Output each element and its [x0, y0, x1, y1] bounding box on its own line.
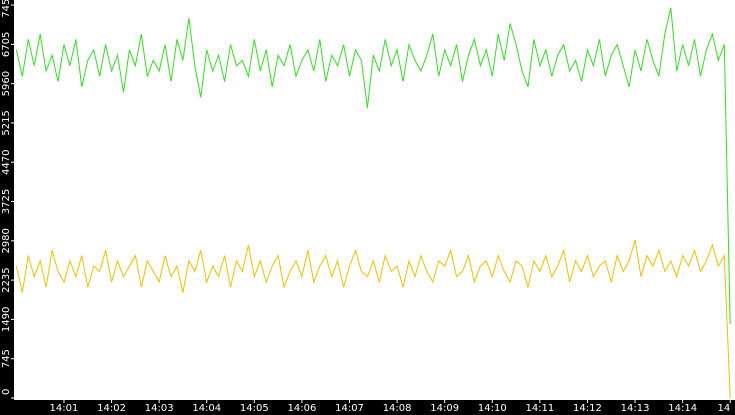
y-tick-label: 2235 — [1, 267, 12, 292]
x-axis-bar — [0, 400, 735, 415]
x-tick-label: 14:14 — [668, 403, 697, 414]
y-tick-label: 4470 — [1, 150, 12, 175]
x-tick-label: 14:04 — [192, 403, 221, 414]
x-tick-label: 14:11 — [525, 403, 554, 414]
x-tick-label: 14:03 — [145, 403, 174, 414]
y-tick-label: 7451 — [1, 0, 12, 18]
x-tick-label: 14:10 — [478, 403, 507, 414]
y-tick-label: 5215 — [1, 110, 12, 135]
x-tick-label: 14:13 — [621, 403, 650, 414]
y-axis-bar — [0, 0, 14, 415]
x-tick-label: 14:05 — [240, 403, 269, 414]
x-tick-label: 14 — [718, 403, 731, 414]
x-tick-label: 14:08 — [383, 403, 412, 414]
x-tick-label: 14:12 — [573, 403, 602, 414]
y-tick-label: 3725 — [1, 189, 12, 214]
y-tick-label: 5960 — [1, 71, 12, 96]
x-tick-label: 14:02 — [97, 403, 126, 414]
x-tick-label: 14:01 — [50, 403, 79, 414]
x-tick-label: 14:06 — [288, 403, 317, 414]
series-line — [15, 7, 731, 325]
y-tick-label: 0 — [1, 389, 12, 395]
y-tick-label: 2980 — [1, 228, 12, 253]
x-tick-label: 14:09 — [430, 403, 459, 414]
y-tick-label: 1490 — [1, 307, 12, 332]
x-tick-label: 14:07 — [335, 403, 364, 414]
series-line — [15, 239, 731, 399]
y-tick-label: 6705 — [1, 32, 12, 57]
y-tick-label: 745 — [1, 349, 12, 368]
